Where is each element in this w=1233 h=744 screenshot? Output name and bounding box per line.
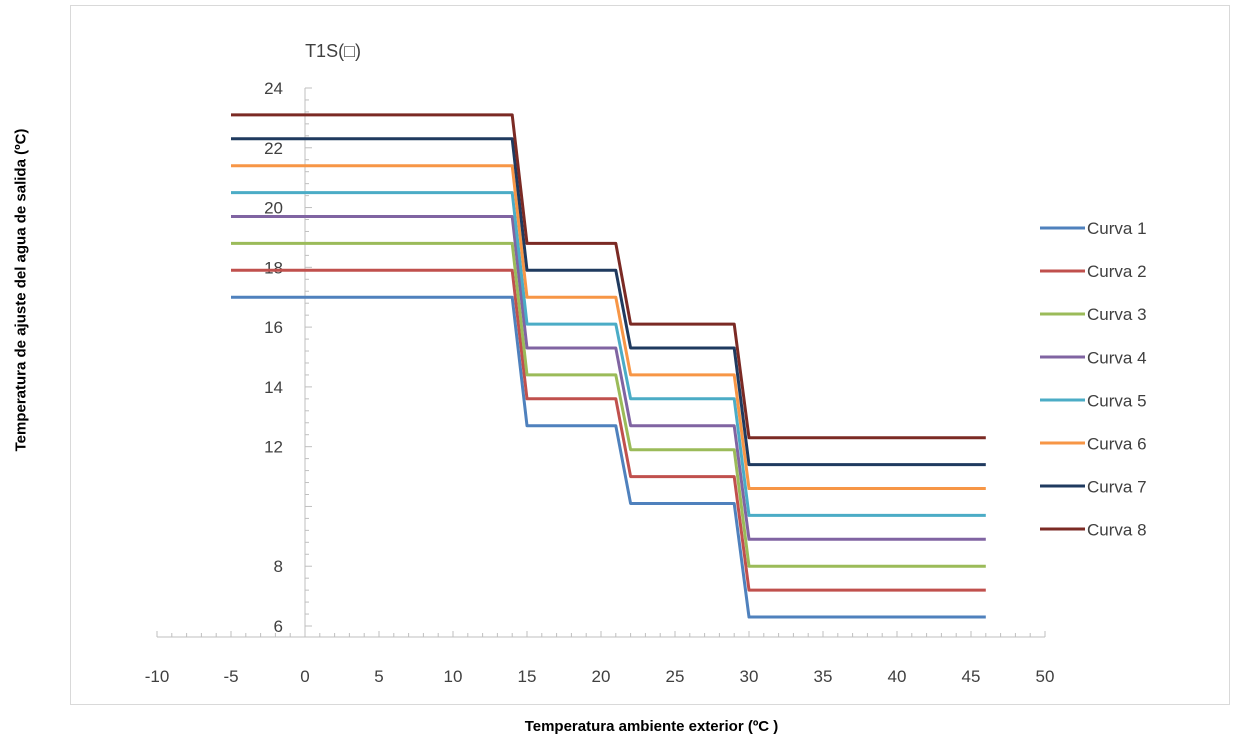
- y-tick-label: 18: [264, 258, 283, 277]
- x-tick-label: 5: [374, 667, 383, 686]
- legend-label-curva-1: Curva 1: [1087, 219, 1147, 238]
- series-line-curva-3: [231, 241, 986, 568]
- series-line-curva-8: [231, 113, 986, 440]
- y-tick-label: 16: [264, 318, 283, 337]
- series-layer: [231, 113, 986, 619]
- legend-label-curva-3: Curva 3: [1087, 305, 1147, 324]
- legend-label-curva-7: Curva 7: [1087, 478, 1147, 497]
- x-tick-label: 0: [300, 667, 309, 686]
- x-tick-label: 10: [444, 667, 463, 686]
- series-line-curva-6: [231, 164, 986, 490]
- legend-label-curva-4: Curva 4: [1087, 348, 1147, 367]
- x-axis-title-wrap: Temperatura ambiente exterior (ºC ): [0, 718, 1233, 735]
- series-line-curva-1: [231, 295, 986, 619]
- x-tick-label: 15: [518, 667, 537, 686]
- axes: -10 -5 0 5 10 15 20 25 30 35 40 45 50 6 8 12 14 16 18 20 22 2…: [145, 41, 1055, 686]
- x-tick-label: -5: [223, 667, 238, 686]
- x-tick-label: 50: [1036, 667, 1055, 686]
- x-axis-title: Temperatura ambiente exterior (ºC ): [524, 718, 779, 735]
- y-tick-label: 6: [274, 617, 283, 636]
- series-line-curva-5: [231, 191, 986, 517]
- y-tick-label: 14: [264, 378, 283, 397]
- x-tick-label: 30: [740, 667, 759, 686]
- legend-label-curva-8: Curva 8: [1087, 521, 1147, 540]
- x-tick-label: -10: [145, 667, 170, 686]
- y-tick-label: 22: [264, 139, 283, 158]
- y-tick-label: 24: [264, 79, 283, 98]
- y-axis-unit-label: T1S(□): [305, 41, 361, 61]
- legend-label-curva-2: Curva 2: [1087, 262, 1147, 281]
- y-tick-label: 20: [264, 199, 283, 218]
- x-tick-label: 45: [962, 667, 981, 686]
- x-tick-label: 35: [814, 667, 833, 686]
- legend: Curva 1 Curva 2 Curva 3 Curva 4 Curva 5 Curva…: [1040, 219, 1147, 540]
- series-line-curva-7: [231, 137, 986, 467]
- series-line-curva-2: [231, 268, 986, 592]
- series-line-curva-4: [231, 215, 986, 541]
- legend-label-curva-6: Curva 6: [1087, 435, 1147, 454]
- y-axis-title: Temperatura de ajuste del agua de salida…: [12, 128, 30, 452]
- x-tick-label: 40: [888, 667, 907, 686]
- x-tick-label: 25: [666, 667, 685, 686]
- legend-label-curva-5: Curva 5: [1087, 391, 1147, 410]
- x-tick-label: 20: [592, 667, 611, 686]
- chart-frame: [70, 5, 1230, 705]
- y-tick-label: 12: [264, 438, 283, 457]
- y-tick-label: 8: [274, 557, 283, 576]
